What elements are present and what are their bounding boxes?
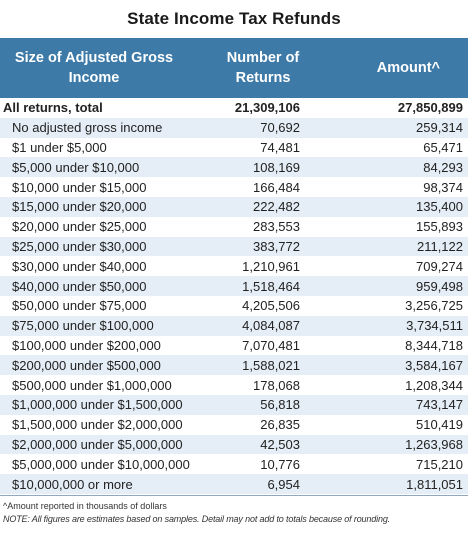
returns-cell: 283,553 bbox=[188, 217, 338, 237]
amount-cell: 259,314 bbox=[338, 118, 468, 138]
footnote-amount: ^Amount reported in thousands of dollars bbox=[3, 500, 465, 513]
table-row: $10,000,000 or more 6,954 1,811,051 bbox=[0, 474, 468, 494]
agi-size-cell: $5,000,000 under $10,000,000 bbox=[0, 454, 188, 474]
returns-cell: 222,482 bbox=[188, 197, 338, 217]
agi-size-cell: $1 under $5,000 bbox=[0, 138, 188, 158]
header-agi-size: Size of Adjusted Gross Income bbox=[0, 38, 188, 98]
agi-size-cell: $25,000 under $30,000 bbox=[0, 237, 188, 257]
amount-cell: 1,208,344 bbox=[338, 375, 468, 395]
header-returns: Number of Returns bbox=[188, 38, 338, 98]
amount-cell: 211,122 bbox=[338, 237, 468, 257]
amount-cell: 1,263,968 bbox=[338, 435, 468, 455]
agi-size-cell: $50,000 under $75,000 bbox=[0, 296, 188, 316]
agi-size-cell: $500,000 under $1,000,000 bbox=[0, 375, 188, 395]
amount-cell: 743,147 bbox=[338, 395, 468, 415]
returns-cell: 7,070,481 bbox=[188, 336, 338, 356]
table-row: $1,000,000 under $1,500,000 56,818 743,147 bbox=[0, 395, 468, 415]
table-row: $5,000,000 under $10,000,000 10,776 715,21… bbox=[0, 454, 468, 474]
table-row: $2,000,000 under $5,000,000 42,503 1,263,9… bbox=[0, 435, 468, 455]
table-row: No adjusted gross income 70,692 259,314 bbox=[0, 118, 468, 138]
table-row: $1 under $5,000 74,481 65,471 bbox=[0, 138, 468, 158]
returns-cell: 108,169 bbox=[188, 157, 338, 177]
returns-cell: 1,210,961 bbox=[188, 256, 338, 276]
agi-size-cell: $10,000,000 or more bbox=[0, 474, 188, 494]
amount-cell: 510,419 bbox=[338, 415, 468, 435]
table-row: $40,000 under $50,000 1,518,464 959,498 bbox=[0, 276, 468, 296]
header-amount: Amount^ bbox=[338, 38, 468, 98]
amount-cell: 8,344,718 bbox=[338, 336, 468, 356]
agi-size-cell: No adjusted gross income bbox=[0, 118, 188, 138]
returns-cell: 26,835 bbox=[188, 415, 338, 435]
agi-size-cell: $1,000,000 under $1,500,000 bbox=[0, 395, 188, 415]
returns-cell: 42,503 bbox=[188, 435, 338, 455]
agi-size-cell: $20,000 under $25,000 bbox=[0, 217, 188, 237]
amount-cell: 65,471 bbox=[338, 138, 468, 158]
table-row: $75,000 under $100,000 4,084,087 3,734,511 bbox=[0, 316, 468, 336]
agi-size-cell: $15,000 under $20,000 bbox=[0, 197, 188, 217]
agi-size-cell: $75,000 under $100,000 bbox=[0, 316, 188, 336]
returns-cell: 1,588,021 bbox=[188, 355, 338, 375]
table-body: All returns, total 21,309,106 27,850,899 No… bbox=[0, 98, 468, 494]
agi-size-cell: $5,000 under $10,000 bbox=[0, 157, 188, 177]
returns-cell: 10,776 bbox=[188, 454, 338, 474]
returns-cell: 6,954 bbox=[188, 474, 338, 494]
amount-cell: 3,256,725 bbox=[338, 296, 468, 316]
returns-cell: 166,484 bbox=[188, 177, 338, 197]
table-row: $15,000 under $20,000 222,482 135,400 bbox=[0, 197, 468, 217]
amount-cell: 155,893 bbox=[338, 217, 468, 237]
agi-size-cell: All returns, total bbox=[0, 98, 188, 118]
amount-cell: 98,374 bbox=[338, 177, 468, 197]
footnote-note: NOTE: All figures are estimates based on… bbox=[3, 513, 465, 526]
table-row: $1,500,000 under $2,000,000 26,835 510,419 bbox=[0, 415, 468, 435]
returns-cell: 74,481 bbox=[188, 138, 338, 158]
table-row: $20,000 under $25,000 283,553 155,893 bbox=[0, 217, 468, 237]
amount-cell: 27,850,899 bbox=[338, 98, 468, 118]
header-agi-size-line1: Size of Adjusted Gross bbox=[15, 50, 173, 66]
agi-size-cell: $10,000 under $15,000 bbox=[0, 177, 188, 197]
amount-cell: 84,293 bbox=[338, 157, 468, 177]
header-returns-line2: Returns bbox=[236, 70, 291, 86]
amount-cell: 715,210 bbox=[338, 454, 468, 474]
table-row: $100,000 under $200,000 7,070,481 8,344,71… bbox=[0, 336, 468, 356]
returns-cell: 1,518,464 bbox=[188, 276, 338, 296]
amount-cell: 135,400 bbox=[338, 197, 468, 217]
table-row: $200,000 under $500,000 1,588,021 3,584,16… bbox=[0, 355, 468, 375]
header-row: Size of Adjusted Gross Income Number of … bbox=[0, 38, 468, 98]
table-row: $500,000 under $1,000,000 178,068 1,208,34… bbox=[0, 375, 468, 395]
returns-cell: 383,772 bbox=[188, 237, 338, 257]
table-row: $25,000 under $30,000 383,772 211,122 bbox=[0, 237, 468, 257]
table-row: $5,000 under $10,000 108,169 84,293 bbox=[0, 157, 468, 177]
returns-cell: 56,818 bbox=[188, 395, 338, 415]
returns-cell: 178,068 bbox=[188, 375, 338, 395]
refunds-table: Size of Adjusted Gross Income Number of … bbox=[0, 38, 468, 494]
agi-size-cell: $40,000 under $50,000 bbox=[0, 276, 188, 296]
header-returns-line1: Number of bbox=[227, 50, 300, 66]
returns-cell: 4,084,087 bbox=[188, 316, 338, 336]
amount-cell: 1,811,051 bbox=[338, 474, 468, 494]
amount-cell: 3,734,511 bbox=[338, 316, 468, 336]
agi-size-cell: $1,500,000 under $2,000,000 bbox=[0, 415, 188, 435]
returns-cell: 70,692 bbox=[188, 118, 338, 138]
table-row: $50,000 under $75,000 4,205,506 3,256,725 bbox=[0, 296, 468, 316]
header-agi-size-line2: Income bbox=[69, 70, 120, 86]
amount-cell: 959,498 bbox=[338, 276, 468, 296]
agi-size-cell: $30,000 under $40,000 bbox=[0, 256, 188, 276]
table-title: State Income Tax Refunds bbox=[0, 0, 468, 38]
table-row: $30,000 under $40,000 1,210,961 709,274 bbox=[0, 256, 468, 276]
amount-cell: 3,584,167 bbox=[338, 355, 468, 375]
amount-cell: 709,274 bbox=[338, 256, 468, 276]
agi-size-cell: $200,000 under $500,000 bbox=[0, 355, 188, 375]
notes: ^Amount reported in thousands of dollars… bbox=[0, 495, 468, 526]
table-row-total: All returns, total 21,309,106 27,850,899 bbox=[0, 98, 468, 118]
table-header: Size of Adjusted Gross Income Number of … bbox=[0, 38, 468, 98]
returns-cell: 21,309,106 bbox=[188, 98, 338, 118]
agi-size-cell: $2,000,000 under $5,000,000 bbox=[0, 435, 188, 455]
returns-cell: 4,205,506 bbox=[188, 296, 338, 316]
table-row: $10,000 under $15,000 166,484 98,374 bbox=[0, 177, 468, 197]
agi-size-cell: $100,000 under $200,000 bbox=[0, 336, 188, 356]
